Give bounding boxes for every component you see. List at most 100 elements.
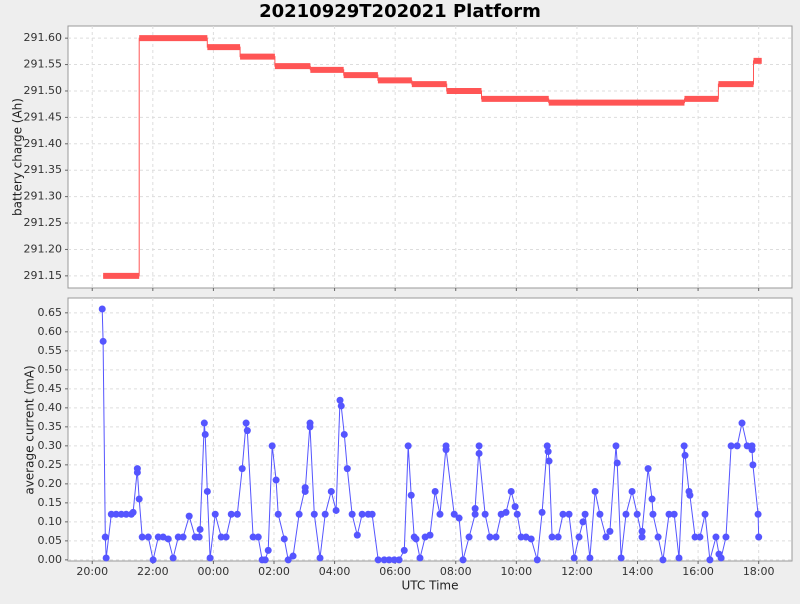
data-point	[404, 442, 412, 450]
data-point	[649, 510, 657, 518]
y-tick-label: 0.60	[38, 325, 63, 338]
x-tick-label: 20:00	[76, 565, 108, 578]
y-tick-label: 291.30	[24, 190, 63, 203]
data-point	[686, 491, 694, 499]
data-point	[358, 510, 366, 518]
y-tick-label: 291.40	[24, 137, 63, 150]
data-point	[706, 556, 714, 564]
data-point	[502, 508, 510, 516]
data-point	[242, 419, 250, 427]
data-point	[559, 510, 567, 518]
data-point	[380, 556, 388, 564]
data-point	[517, 533, 525, 541]
y-tick-label: 0.45	[38, 382, 63, 395]
data-point	[475, 449, 483, 457]
data-point	[174, 533, 182, 541]
data-point	[129, 508, 137, 516]
data-point	[412, 535, 420, 543]
data-point	[455, 514, 463, 522]
data-point	[575, 533, 583, 541]
data-point	[755, 533, 763, 541]
y-tick-label: 291.45	[24, 110, 63, 123]
data-point	[395, 556, 403, 564]
data-point	[211, 510, 219, 518]
data-point	[144, 533, 152, 541]
y-tick-label: 0.40	[38, 401, 63, 414]
y-tick-label: 291.60	[24, 31, 63, 44]
data-point	[102, 554, 110, 562]
data-point	[749, 461, 757, 469]
data-point	[301, 487, 309, 495]
data-point	[200, 419, 208, 427]
data-point	[545, 457, 553, 465]
x-tick-label: 08:00	[440, 565, 472, 578]
y-tick-label: 291.15	[24, 269, 63, 282]
data-point	[274, 510, 282, 518]
data-point	[348, 510, 356, 518]
data-point	[507, 487, 515, 495]
data-point	[327, 487, 335, 495]
data-point	[280, 535, 288, 543]
data-point	[316, 554, 324, 562]
x-tick-label: 18:00	[743, 565, 775, 578]
data-point	[471, 510, 479, 518]
data-point	[217, 533, 225, 541]
data-point	[717, 554, 725, 562]
data-point	[390, 556, 398, 564]
y-tick-label: 0.00	[38, 553, 63, 566]
data-point	[543, 442, 551, 450]
x-tick-label: 06:00	[379, 565, 411, 578]
data-point	[638, 533, 646, 541]
data-point	[222, 533, 230, 541]
data-point	[633, 510, 641, 518]
data-point	[670, 510, 678, 518]
data-point	[738, 419, 746, 427]
data-point	[733, 442, 741, 450]
data-point	[754, 510, 762, 518]
data-point	[385, 556, 393, 564]
data-point	[135, 495, 143, 503]
plot-area	[67, 25, 793, 289]
data-point	[465, 533, 473, 541]
y-tick-label: 0.65	[38, 306, 63, 319]
data-point	[579, 518, 587, 526]
data-point	[321, 510, 329, 518]
data-point	[295, 510, 303, 518]
data-point	[101, 533, 109, 541]
data-point	[486, 533, 494, 541]
x-tick-label: 00:00	[198, 565, 230, 578]
data-point	[544, 448, 552, 456]
data-point	[527, 535, 535, 543]
data-point	[154, 533, 162, 541]
data-point	[722, 533, 730, 541]
x-tick-label: 04:00	[319, 565, 351, 578]
data-point	[450, 510, 458, 518]
data-point	[617, 554, 625, 562]
data-point	[659, 556, 667, 564]
data-point	[492, 533, 500, 541]
x-tick-label: 02:00	[258, 565, 290, 578]
data-point	[337, 402, 345, 410]
data-point	[648, 495, 656, 503]
data-point	[622, 510, 630, 518]
data-point	[442, 446, 450, 454]
data-point	[107, 510, 115, 518]
data-point	[459, 556, 467, 564]
y-tick-label: 0.55	[38, 344, 63, 357]
data-point	[169, 554, 177, 562]
data-point	[201, 430, 209, 438]
data-point	[133, 468, 141, 476]
data-point	[122, 510, 130, 518]
y-tick-label: 291.35	[24, 163, 63, 176]
data-point	[426, 531, 434, 539]
y-tick-label: 0.30	[38, 439, 63, 452]
data-point	[164, 535, 172, 543]
data-point	[548, 533, 556, 541]
data-point	[513, 510, 521, 518]
x-tick-label: 14:00	[622, 565, 654, 578]
data-point	[368, 510, 376, 518]
data-point	[332, 506, 340, 514]
y-axis-label: battery charge (Ah)	[11, 98, 25, 216]
